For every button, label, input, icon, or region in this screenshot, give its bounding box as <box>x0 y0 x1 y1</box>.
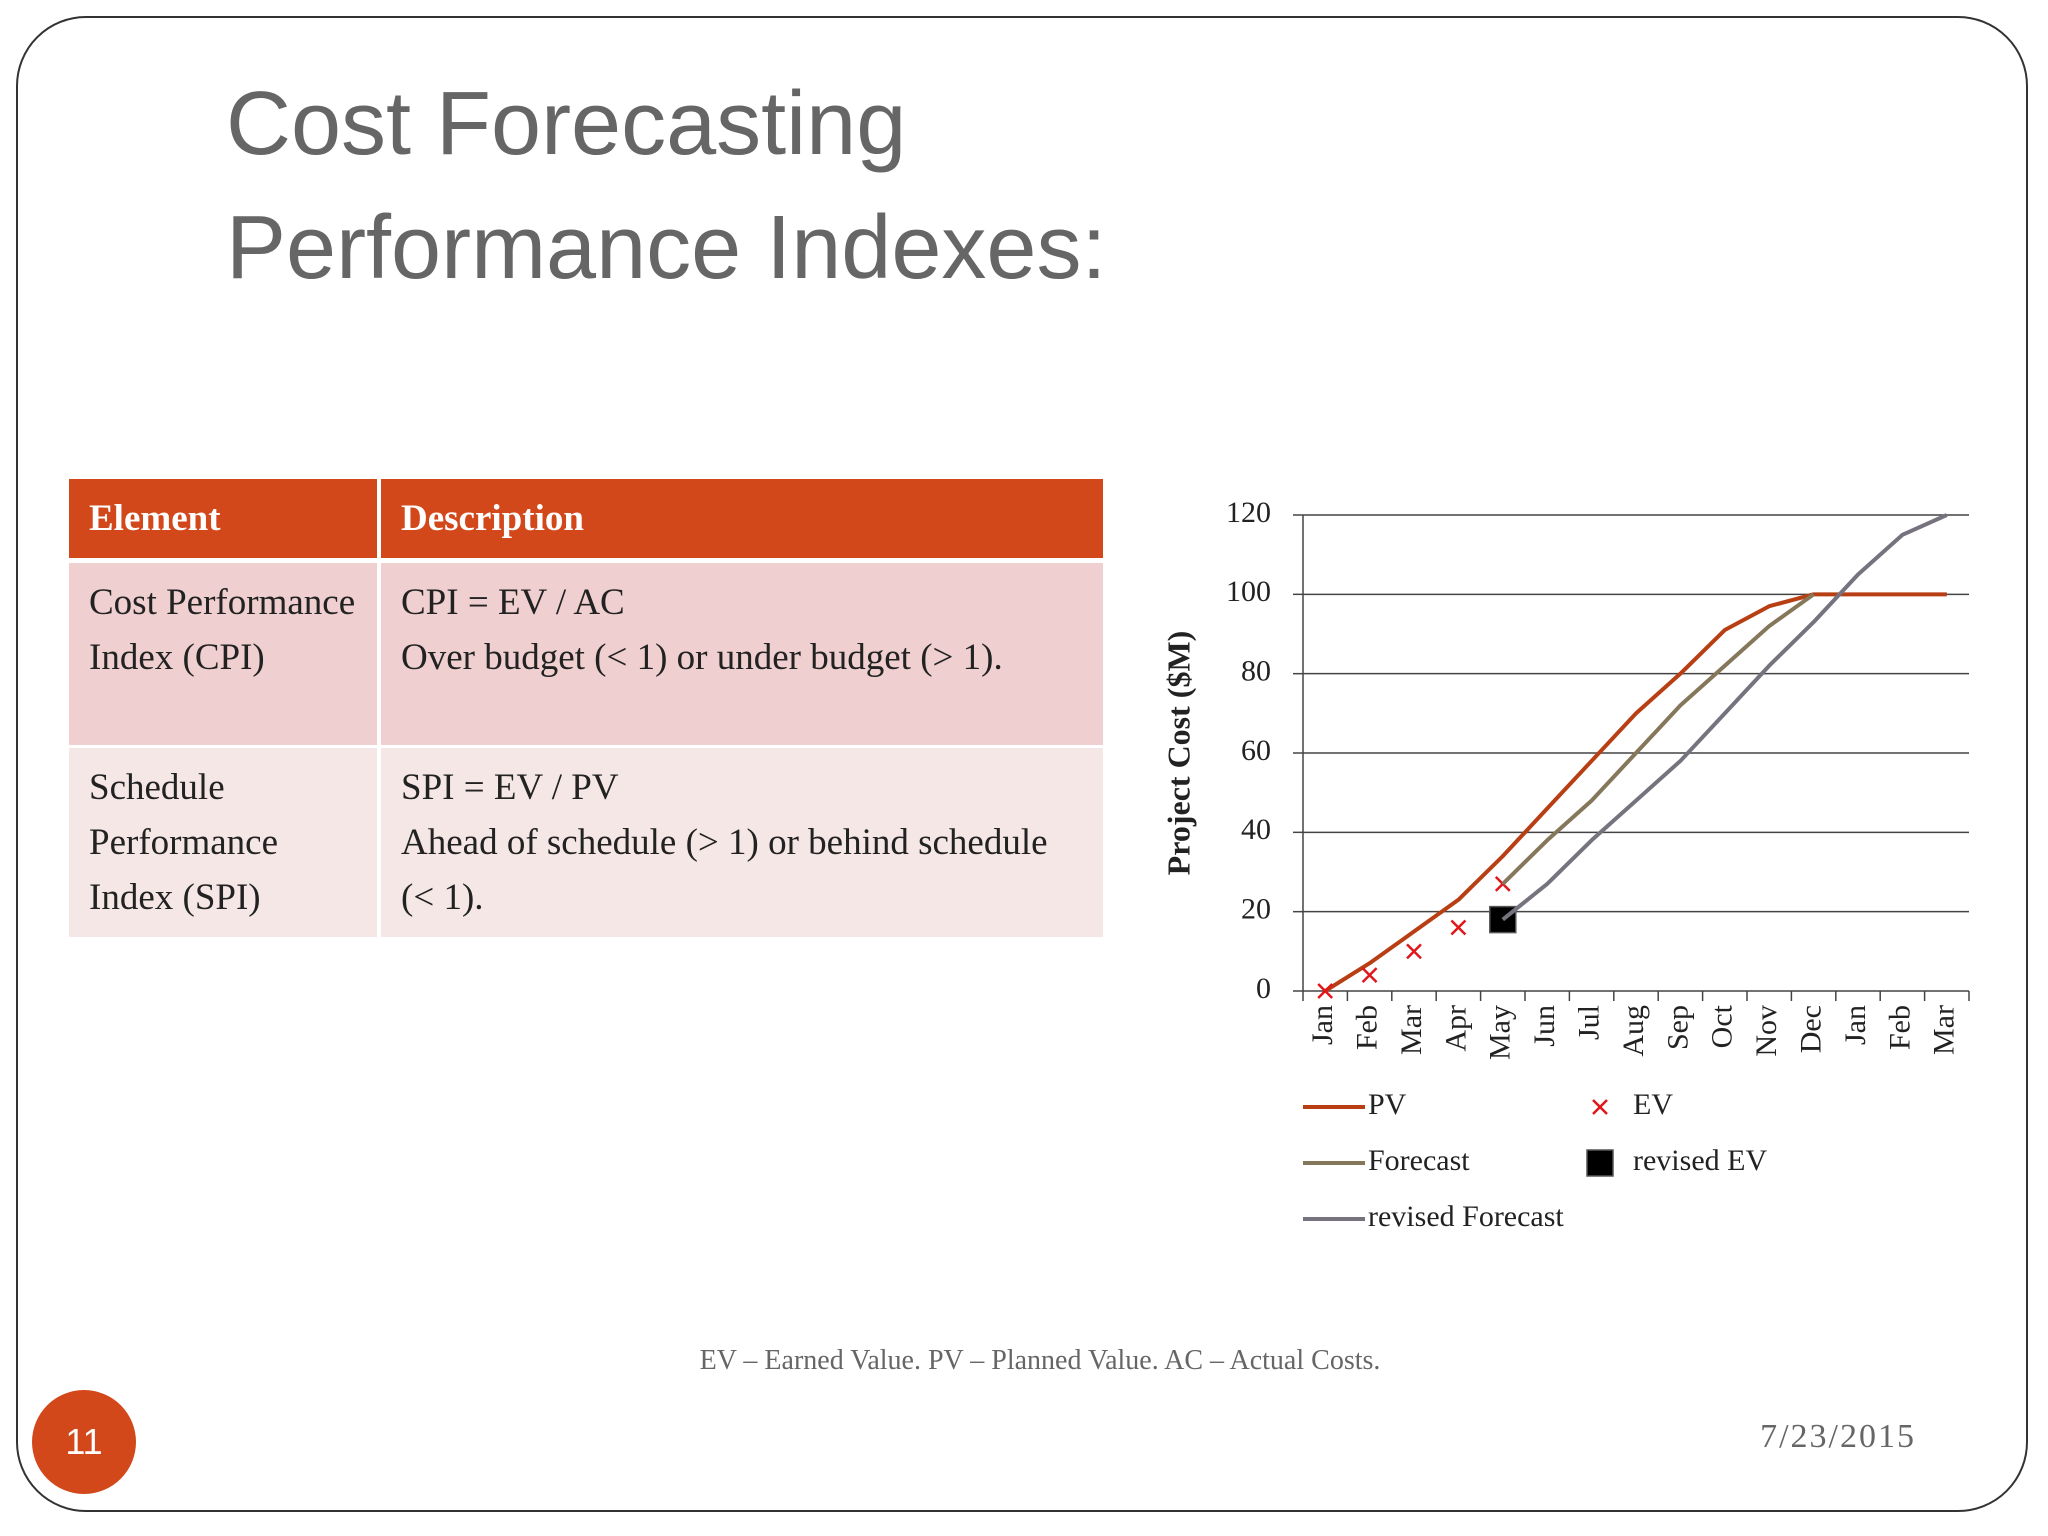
y-tick-label: 80 <box>1241 655 1271 688</box>
x-tick-label: Dec <box>1794 1005 1827 1053</box>
formula: CPI = EV / AC <box>401 582 625 623</box>
legend-swatch <box>1592 1099 1608 1115</box>
data-point <box>1317 983 1334 999</box>
x-tick-label: Jun <box>1528 1005 1561 1047</box>
legend-swatch <box>1586 1149 1614 1177</box>
x-tick-label: Mar <box>1928 1005 1961 1055</box>
x-tick-label: Feb <box>1883 1005 1916 1050</box>
footnote: EV – Earned Value. PV – Planned Value. A… <box>699 1345 1381 1376</box>
element-cell: Schedule Performance Index (SPI) <box>69 746 379 937</box>
x-tick-label: Sep <box>1661 1005 1694 1050</box>
legend-label: Forecast <box>1368 1144 1470 1177</box>
title-line: Cost Forecasting <box>226 74 907 174</box>
legend-label: PV <box>1368 1088 1407 1121</box>
slide-frame <box>16 16 2028 1512</box>
legend-label: revised EV <box>1633 1144 1767 1177</box>
slide-title: Cost Forecasting Performance Indexes: <box>226 62 1106 310</box>
header-cell: Element <box>69 479 379 563</box>
x-tick-label: Apr <box>1439 1005 1472 1052</box>
x-tick-label: Mar <box>1395 1005 1428 1055</box>
x-tick-label: Jul <box>1572 1005 1605 1040</box>
slide-number: 11 <box>32 1390 136 1494</box>
data-point <box>1361 967 1378 984</box>
description: Ahead of schedule (> 1) or behind schedu… <box>401 822 1048 918</box>
formula: SPI = EV / PV <box>401 767 619 808</box>
y-tick-label: 20 <box>1241 893 1271 926</box>
x-tick-label: Jan <box>1306 1005 1339 1045</box>
element-cell: Cost Performance Index (CPI) <box>69 560 379 748</box>
y-axis-label: Project Cost ($M) <box>1160 631 1196 876</box>
x-tick-label: Feb <box>1350 1005 1383 1050</box>
x-tick-label: Jan <box>1839 1005 1872 1045</box>
x-tick-label: May <box>1484 1005 1517 1060</box>
index-table: Element Description Cost Performance Ind… <box>69 479 1103 937</box>
description-cell: SPI = EV / PV Ahead of schedule (> 1) or… <box>377 746 1103 937</box>
y-tick-label: 0 <box>1256 972 1271 1005</box>
x-tick-label: Aug <box>1617 1005 1650 1057</box>
y-tick-label: 100 <box>1226 575 1271 608</box>
description: Over budget (< 1) or under budget (> 1). <box>401 637 1003 678</box>
table-row: Schedule Performance Index (SPI) SPI = E… <box>69 746 1103 937</box>
legend-label: EV <box>1633 1088 1673 1121</box>
y-tick-label: 120 <box>1226 496 1271 529</box>
series-line <box>1501 513 1948 922</box>
table-row: Cost Performance Index (CPI) CPI = EV / … <box>69 560 1103 748</box>
x-tick-label: Oct <box>1706 1004 1739 1048</box>
y-tick-label: 60 <box>1241 734 1271 767</box>
title-line: Performance Indexes: <box>226 198 1107 298</box>
series-line <box>1501 592 1815 886</box>
header-cell: Description <box>377 479 1103 563</box>
y-tick-label: 40 <box>1241 813 1271 846</box>
description-cell: CPI = EV / AC Over budget (< 1) or under… <box>377 560 1103 748</box>
series-line <box>1324 592 1947 993</box>
date: 7/23/2015 <box>1760 1418 1916 1455</box>
data-point <box>1450 919 1467 936</box>
data-point <box>1406 943 1422 960</box>
x-tick-label: Nov <box>1750 1005 1783 1057</box>
table-header: Element Description <box>69 479 1103 563</box>
legend-label: revised Forecast <box>1368 1200 1564 1233</box>
